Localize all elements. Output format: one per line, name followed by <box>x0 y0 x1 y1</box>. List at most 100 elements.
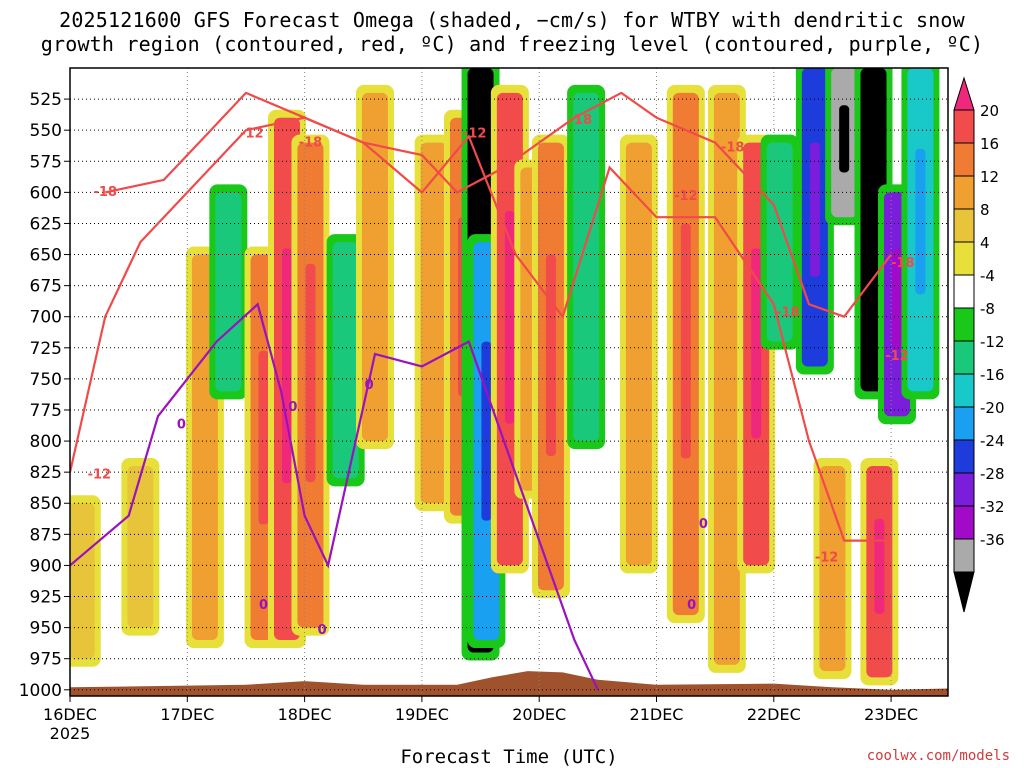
contour-label-minus18: -18 <box>569 113 593 128</box>
x-tick-label: 23DEC <box>864 705 918 724</box>
contour-label-minus18: -18 <box>776 306 800 321</box>
omega-band <box>361 92 388 442</box>
colorbar-swatch <box>953 175 975 210</box>
omega-band-core <box>868 148 879 295</box>
contour-label-minus12: -12 <box>815 551 839 566</box>
omega-band-core <box>809 142 820 277</box>
colorbar-swatch <box>953 439 975 474</box>
contour-label-zero: 0 <box>177 418 186 433</box>
y-tick-label: 525 <box>30 90 62 110</box>
colorbar-swatch <box>953 142 975 177</box>
y-tick-label: 800 <box>30 432 62 452</box>
y-tick-label: 875 <box>30 525 62 545</box>
colorbar-swatch <box>953 373 975 408</box>
omega-band <box>332 242 359 479</box>
colorbar-swatch <box>953 472 975 507</box>
contour-label-minus12: -12 <box>463 127 487 142</box>
colorbar-swatch <box>953 208 975 243</box>
omega-band-core <box>751 248 762 439</box>
y-tick-label: 625 <box>30 214 62 234</box>
contour-label-minus18: -18 <box>93 185 117 200</box>
omega-band <box>625 142 652 566</box>
contour-label-minus12: -12 <box>885 349 909 364</box>
x-axis-title: Forecast Time (UTC) <box>400 746 617 768</box>
omega-band <box>215 192 242 392</box>
omega-band-core <box>305 263 316 483</box>
colorbar-tick-label: -12 <box>980 333 1005 351</box>
y-tick-label: 825 <box>30 463 62 483</box>
omega-band-core <box>481 341 492 521</box>
y-tick-label: 650 <box>30 246 62 266</box>
omega-band <box>819 465 846 672</box>
chart-title: 2025121600 GFS Forecast Omega (shaded, −… <box>0 8 1024 56</box>
omega-shading <box>70 68 940 686</box>
y-tick-label: 775 <box>30 401 62 421</box>
colorbar-tick-label: -20 <box>980 399 1005 417</box>
x-tick-label: 22DEC <box>747 705 801 724</box>
contour-label-zero: 0 <box>699 517 708 532</box>
contour-label-minus18: -18 <box>721 140 745 155</box>
colorbar-tick-label: 20 <box>980 102 999 120</box>
colorbar-swatch <box>953 340 975 375</box>
y-tick-label: 850 <box>30 494 62 514</box>
colorbar-tick-label: -8 <box>980 300 995 318</box>
colorbar-tick-label: 4 <box>980 234 990 252</box>
colorbar-swatch <box>953 307 975 342</box>
omega-band-core <box>891 248 902 350</box>
y-tick-label: 925 <box>30 588 62 608</box>
colorbar-tick-label: -28 <box>980 465 1005 483</box>
y-tick-label: 1000 <box>19 681 62 701</box>
colorbar-tick-label: -36 <box>980 531 1005 549</box>
contour-label-minus18: -18 <box>299 135 323 150</box>
dgz-minus12-contour <box>70 116 892 542</box>
colorbar-swatch <box>953 406 975 441</box>
colorbar-swatch <box>953 274 975 309</box>
colorbar-tick-label: -24 <box>980 432 1005 450</box>
contour-label-zero: 0 <box>288 400 297 415</box>
y-tick-label: 700 <box>30 308 62 328</box>
y-tick-label: 550 <box>30 121 62 141</box>
omega-band-core <box>839 105 850 173</box>
colorbar-top-arrow <box>953 76 975 111</box>
title-line-1: 2025121600 GFS Forecast Omega (shaded, −… <box>59 8 965 32</box>
omega-band <box>573 92 600 442</box>
colorbar-bottom-arrow <box>953 571 975 613</box>
colorbar-swatch <box>953 538 975 573</box>
freezing-level-contour <box>70 302 599 691</box>
omega-band-core <box>258 350 269 525</box>
terrain-fill <box>70 671 948 696</box>
plot-frame <box>69 67 949 697</box>
omega-band <box>127 465 154 628</box>
colorbar-tick-label: 8 <box>980 201 990 219</box>
y-tick-label: 600 <box>30 183 62 203</box>
contour-label-zero: 0 <box>687 598 696 613</box>
colorbar-swatch <box>953 109 975 144</box>
colorbar-tick-label: -32 <box>980 498 1005 516</box>
y-tick-label: 975 <box>30 650 62 670</box>
y-tick-label: 950 <box>30 619 62 639</box>
contour-label-minus12: -12 <box>240 127 264 142</box>
omega-band <box>420 142 447 504</box>
colorbar-swatch <box>953 505 975 540</box>
x-tick-label: 21DEC <box>630 705 684 724</box>
x-tick-label: 20DEC <box>512 705 566 724</box>
colorbar-tick-label: 16 <box>980 135 999 153</box>
colorbar-tick-label: -16 <box>980 366 1005 384</box>
y-tick-label: 725 <box>30 339 62 359</box>
x-tick-label: 19DEC <box>395 705 449 724</box>
y-tick-label: 675 <box>30 277 62 297</box>
omega-band-core <box>282 248 293 484</box>
contour-label-minus12: -12 <box>88 467 112 482</box>
colorbar-swatch <box>953 241 975 276</box>
y-tick-label: 750 <box>30 370 62 390</box>
x-tick-label: 17DEC <box>160 705 214 724</box>
contour-label-zero: 0 <box>318 623 327 638</box>
omega-band-core <box>680 223 691 459</box>
dgz-minus18-contour <box>104 91 892 319</box>
omega-band-core <box>874 518 885 614</box>
x-tick-label: 16DEC <box>43 705 97 724</box>
title-line-2: growth region (contoured, red, ºC) and f… <box>40 32 984 56</box>
omega-band-core <box>545 254 556 456</box>
omega-band-core <box>504 211 515 424</box>
